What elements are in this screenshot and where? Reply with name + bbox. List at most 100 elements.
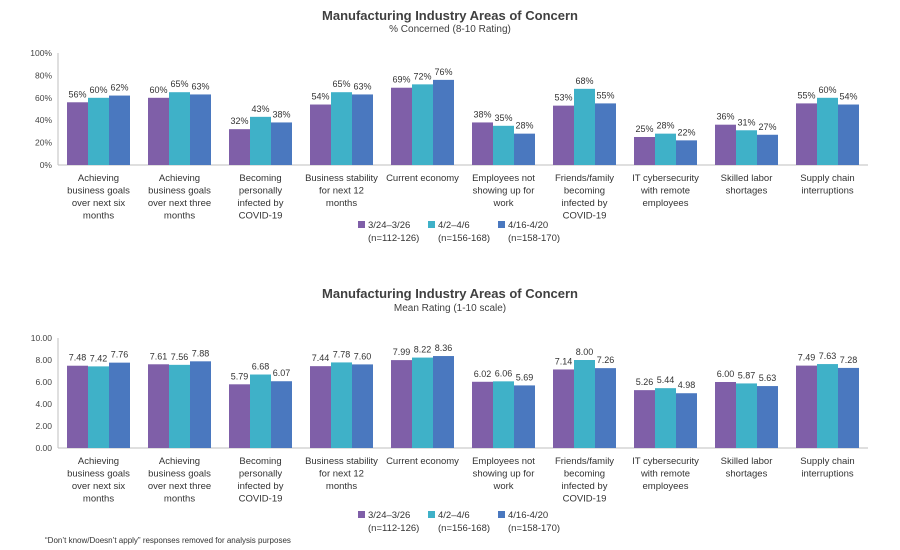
bar (352, 364, 373, 448)
bar (736, 130, 757, 165)
bar (250, 374, 271, 448)
chart-title: Manufacturing Industry Areas of Concern (322, 286, 578, 301)
data-label: 55% (797, 90, 815, 100)
x-tick-label: Achieving business goals over next three mo… (148, 173, 211, 222)
legend-label: 3/24–3/26 (368, 510, 410, 521)
data-label: 62% (110, 83, 128, 93)
bar (331, 362, 352, 448)
chart-2-plot: 0.00 2.00 4.00 6.00 8.00 10.00 7.48 7.42 7.76 Ach… (31, 333, 868, 534)
legend-label: 4/2–4/6 (438, 220, 470, 231)
legend-sample-size: (n=112-126) (368, 523, 419, 534)
x-tick-label: Supply chain interruptions (800, 456, 854, 480)
bar (433, 356, 454, 448)
x-tick-label: Business stability for next 12 months (305, 173, 378, 209)
x-tick-label: Current economy (386, 173, 459, 184)
y-tick-label: 80% (35, 70, 52, 80)
bar (169, 92, 190, 165)
y-tick-label: 20% (35, 138, 52, 148)
bar (472, 381, 493, 448)
data-label: 54% (839, 92, 857, 102)
data-label: 6.06 (495, 368, 513, 378)
bar (553, 105, 574, 165)
data-label: 27% (758, 122, 776, 132)
bar (715, 124, 736, 165)
bar (553, 369, 574, 448)
data-label: 7.48 (69, 353, 87, 363)
x-tick-label: Current economy (386, 456, 459, 467)
bar (655, 133, 676, 165)
bar (634, 137, 655, 165)
data-label: 7.42 (90, 353, 108, 363)
x-tick-label: Supply chain interruptions (800, 173, 854, 197)
data-label: 72% (413, 71, 431, 81)
data-label: 28% (656, 121, 674, 131)
bar (838, 367, 859, 448)
y-tick-label: 40% (35, 115, 52, 125)
data-label: 56% (68, 89, 86, 99)
chart-percent-concerned: Manufacturing Industry Areas of Concern … (0, 0, 900, 270)
data-label: 5.44 (657, 375, 675, 385)
bar (412, 357, 433, 448)
data-label: 5.26 (636, 377, 654, 387)
bar (352, 94, 373, 165)
data-label: 7.14 (555, 356, 573, 366)
bar (88, 366, 109, 448)
bar (757, 386, 778, 448)
y-tick-label: 4.00 (35, 399, 52, 409)
bar (310, 366, 331, 448)
bar (310, 104, 331, 165)
data-label: 53% (554, 93, 572, 103)
bar (148, 97, 169, 165)
data-label: 63% (353, 81, 371, 91)
bar (574, 360, 595, 448)
x-tick-label: Business stability for next 12 months (305, 456, 378, 492)
bar (229, 384, 250, 448)
x-tick-label: Skilled labor shortages (721, 456, 773, 480)
data-label: 6.00 (717, 369, 735, 379)
bar (817, 97, 838, 165)
data-label: 31% (737, 117, 755, 127)
bar (67, 365, 88, 448)
bar (472, 122, 493, 165)
bar (796, 365, 817, 448)
bar (190, 361, 211, 448)
legend-sample-size: (n=156-168) (438, 523, 490, 534)
data-label: 8.22 (414, 345, 432, 355)
y-tick-label: 10.00 (31, 333, 53, 343)
data-label: 60% (818, 85, 836, 95)
legend-sample-size: (n=158-170) (508, 523, 560, 534)
data-label: 7.44 (312, 353, 330, 363)
data-label: 68% (575, 76, 593, 86)
chart-subtitle: % Concerned (8-10 Rating) (389, 24, 511, 35)
data-label: 6.02 (474, 369, 492, 379)
bar (67, 102, 88, 165)
data-label: 7.78 (333, 349, 351, 359)
data-label: 7.56 (171, 352, 189, 362)
y-tick-label: 6.00 (35, 377, 52, 387)
data-label: 76% (434, 67, 452, 77)
data-label: 22% (677, 127, 695, 137)
data-label: 7.88 (192, 348, 210, 358)
data-label: 4.98 (678, 380, 696, 390)
bar (88, 97, 109, 165)
chart-1-plot: 0%20%40%60%80%100%56% 60% 62%Achieving busi… (30, 48, 868, 244)
data-label: 7.26 (597, 355, 615, 365)
data-label: 63% (191, 81, 209, 91)
y-tick-label: 0.00 (35, 443, 52, 453)
data-label: 7.61 (150, 351, 168, 361)
footnote: “Don’t know/Doesn’t apply” responses rem… (45, 536, 291, 545)
bar (109, 95, 130, 165)
legend-swatch (428, 221, 435, 228)
bar (574, 88, 595, 165)
data-label: 5.69 (516, 372, 534, 382)
legend-swatch (358, 221, 365, 228)
data-label: 5.63 (759, 373, 777, 383)
bar (271, 381, 292, 448)
bar (493, 381, 514, 448)
data-label: 5.79 (231, 371, 249, 381)
data-label: 65% (332, 79, 350, 89)
bar (271, 122, 292, 165)
bar (412, 84, 433, 165)
bar (838, 104, 859, 165)
x-tick-label: Achieving business goals over next three mo… (148, 456, 211, 505)
